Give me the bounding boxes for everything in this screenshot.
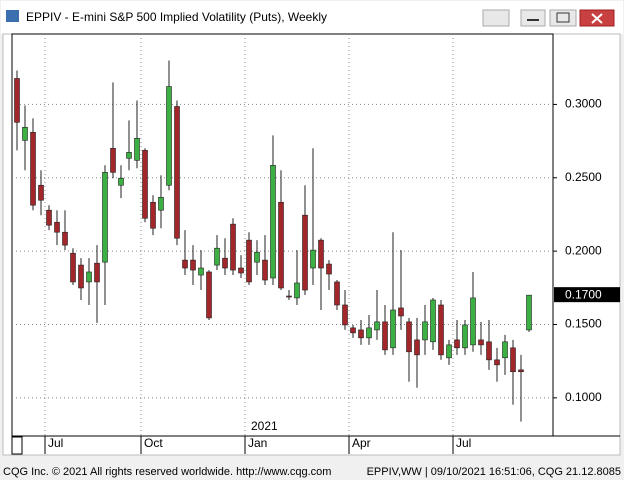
maximize-button[interactable] xyxy=(549,9,577,27)
candle-body xyxy=(126,152,132,159)
status-bar xyxy=(0,462,624,480)
candle-body xyxy=(438,304,444,356)
candle-body xyxy=(366,327,372,339)
y-tick-label: 0.2000 xyxy=(565,243,602,257)
x-tick-label: Apr xyxy=(352,436,371,450)
candle-body xyxy=(518,369,524,373)
candle-body xyxy=(430,299,436,343)
candle-body xyxy=(102,172,108,263)
x-tick-label: Jan xyxy=(248,436,267,450)
candle-body xyxy=(134,138,140,161)
candle-body xyxy=(342,304,348,326)
candle-body xyxy=(470,297,476,346)
candle-body xyxy=(382,321,388,351)
candle-body xyxy=(254,251,260,263)
candle-body xyxy=(110,147,116,173)
candle-body xyxy=(398,307,404,317)
candle-body xyxy=(294,282,300,299)
footer-left: CQG Inc. © 2021 All rights reserved worl… xyxy=(3,466,331,478)
candle-body xyxy=(414,339,420,356)
minimize-button[interactable] xyxy=(520,9,546,27)
candle-body xyxy=(150,201,156,229)
candle-body xyxy=(158,196,164,211)
candle-body xyxy=(270,165,276,279)
candle-body xyxy=(230,223,236,271)
candle-body xyxy=(446,344,452,359)
candle-body xyxy=(142,150,148,219)
candle-body xyxy=(54,221,60,233)
link-button[interactable] xyxy=(482,9,510,27)
y-tick-label: 0.1500 xyxy=(565,317,602,331)
year-label: 2021 xyxy=(251,419,278,433)
candle-body xyxy=(526,294,532,331)
candle-body xyxy=(422,321,428,341)
candle-body xyxy=(86,271,92,283)
candle-body xyxy=(358,329,364,339)
candle-body xyxy=(302,214,308,291)
candle-body xyxy=(462,324,468,349)
candle-body xyxy=(118,177,124,186)
candle-body xyxy=(390,309,396,349)
last-price-label: 0.1700 xyxy=(565,287,602,301)
candle-body xyxy=(174,106,180,239)
candle-body xyxy=(78,264,84,289)
app-icon xyxy=(6,10,19,22)
candle-body xyxy=(486,341,492,361)
title-bar xyxy=(1,1,623,34)
x-tick-label: Jul xyxy=(456,436,471,450)
candle-body xyxy=(62,231,68,246)
last-price-box xyxy=(554,287,620,303)
candle-body xyxy=(286,295,292,298)
candle-body xyxy=(262,259,268,281)
y-tick-label: 0.1000 xyxy=(565,390,602,404)
candle-body xyxy=(94,262,100,283)
footer-right: EPPIV,WW | 09/10/2021 16:51:06, CQG 21.1… xyxy=(367,466,621,478)
candle-body xyxy=(510,347,516,373)
candle-body xyxy=(326,263,332,275)
x-tick-label: Jul xyxy=(48,436,63,450)
candle-body xyxy=(406,321,412,353)
candle-body xyxy=(278,201,284,289)
candle-body xyxy=(214,247,220,266)
candle-body xyxy=(70,252,76,283)
candle-body xyxy=(30,131,36,206)
candle-body xyxy=(182,259,188,269)
candle-body xyxy=(374,321,380,331)
candle-body xyxy=(206,271,212,319)
candle-body xyxy=(246,239,252,283)
scroll-box[interactable] xyxy=(11,436,23,455)
candle-body xyxy=(198,267,204,276)
candle-body xyxy=(334,281,340,306)
candle-body xyxy=(166,86,172,186)
candle-body xyxy=(502,341,508,359)
candle-body xyxy=(318,239,324,269)
candle-body xyxy=(310,249,316,269)
candle-body xyxy=(454,339,460,349)
candle-body xyxy=(190,259,196,271)
candle-body xyxy=(350,327,356,334)
candle-body xyxy=(222,257,228,269)
candle-body xyxy=(22,127,28,141)
window-title: EPPIV - E-mini S&P 500 Implied Volatilit… xyxy=(26,10,327,24)
y-tick-label: 0.3000 xyxy=(565,97,602,111)
candle-body xyxy=(478,339,484,346)
candle-body xyxy=(38,184,44,201)
candle-body xyxy=(494,359,500,366)
x-tick-label: Oct xyxy=(144,436,163,450)
candle-body xyxy=(46,209,52,226)
candle-body xyxy=(238,267,244,274)
candle-body xyxy=(14,78,20,123)
y-tick-label: 0.2500 xyxy=(565,170,602,184)
chart-area xyxy=(2,33,621,456)
